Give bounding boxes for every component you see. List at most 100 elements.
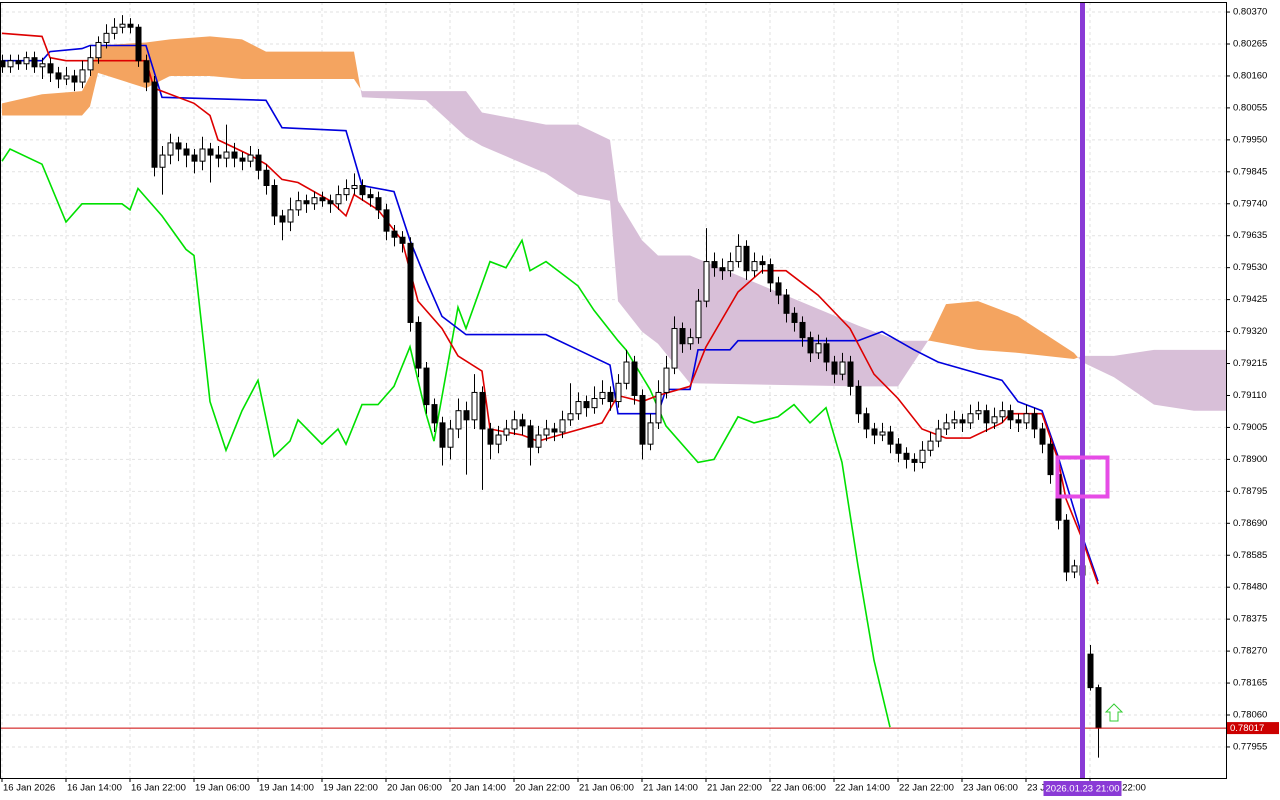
y-tick-label: 0.78165: [1233, 678, 1267, 689]
candle-body: [847, 361, 854, 387]
cloud: [2, 36, 1226, 411]
candle-body: [367, 194, 374, 199]
candle-body: [487, 428, 494, 445]
candle-body: [183, 148, 190, 156]
candle-body: [983, 410, 990, 424]
candle-body: [239, 157, 246, 162]
candle-body: [423, 367, 430, 406]
y-tick-label: 0.78375: [1233, 614, 1267, 625]
candle-body: [567, 413, 574, 421]
candle-body: [87, 57, 94, 71]
cloud-segment: [360, 88, 362, 98]
candle-body: [615, 382, 622, 403]
candle-body: [327, 200, 334, 205]
candle-body: [527, 425, 534, 448]
candle-body: [111, 26, 118, 34]
candle-body: [679, 328, 686, 345]
candle-body: [1015, 419, 1022, 424]
candle-body: [79, 69, 86, 83]
cloud-segment: [928, 337, 930, 341]
candle-body: [311, 197, 318, 205]
x-tick-label: 16 Jan 2026: [3, 783, 55, 794]
candle-body: [1007, 410, 1014, 421]
candle-body: [175, 142, 182, 150]
y-tick-label: 0.79320: [1233, 326, 1267, 337]
candle-body: [47, 63, 54, 74]
candle-body: [191, 154, 198, 162]
candle-body: [359, 185, 366, 196]
candle-body: [303, 200, 310, 205]
candle-body: [1039, 428, 1046, 445]
x-tick-label: 20 Jan 22:00: [515, 783, 570, 794]
cloud-segment: [426, 91, 466, 137]
cloud-segment: [242, 39, 266, 79]
x-tick-label: 22 Jan 06:00: [771, 783, 826, 794]
candle-body: [271, 185, 278, 217]
y-tick-label: 0.78060: [1233, 710, 1267, 721]
candle-body: [23, 57, 30, 65]
candle-body: [639, 394, 646, 445]
candle-body: [1047, 443, 1054, 476]
candle-body: [407, 242, 414, 323]
candle-body: [135, 26, 142, 62]
candle-body: [831, 361, 838, 375]
candle-body: [103, 32, 110, 43]
candle-body: [855, 385, 862, 415]
cloud-segment: [858, 325, 898, 387]
cloud-segment: [1082, 355, 1114, 378]
candle-body: [495, 434, 502, 445]
highlight-box: [1055, 455, 1110, 499]
candle-body: [439, 422, 446, 448]
candle-body: [871, 428, 878, 436]
candle-body: [455, 410, 462, 430]
y-tick-label: 0.78690: [1233, 518, 1267, 529]
candle-body: [623, 361, 630, 384]
candle-body: [991, 416, 998, 424]
candle-body: [943, 422, 950, 430]
y-tick-label: 0.79215: [1233, 358, 1267, 369]
cloud-segment: [362, 91, 426, 101]
x-tick-label: 21 Jan 06:00: [579, 783, 634, 794]
candle-body: [319, 197, 326, 202]
x-tick-label: 23 Jan 06:00: [963, 783, 1018, 794]
cloud-segment: [170, 36, 210, 76]
candle-body: [591, 398, 598, 409]
candle-body: [839, 361, 846, 375]
candle-body: [143, 60, 150, 83]
cloud-segment: [618, 200, 642, 332]
candle-body: [951, 419, 958, 424]
candle-body: [775, 282, 782, 296]
cloud-segment: [642, 240, 658, 344]
cloud-segment: [42, 91, 82, 116]
cloud-segment: [210, 36, 242, 79]
candle-body: [15, 60, 22, 65]
crosshair-label-box: [1043, 781, 1122, 796]
candle-body: [975, 410, 982, 415]
candle-body: [719, 267, 726, 272]
candle-body: [743, 245, 750, 272]
candle-body: [263, 169, 270, 187]
candle-body: [911, 458, 918, 463]
candle-body: [295, 200, 302, 211]
candle-body: [655, 391, 662, 424]
candle-body: [279, 215, 286, 223]
candle-body: [919, 449, 926, 463]
candle-body: [815, 343, 822, 354]
candle-body: [511, 419, 518, 430]
candle-body: [39, 63, 46, 68]
candle-body: [223, 151, 230, 159]
plot-frame: [0, 2, 1227, 779]
y-tick-label: 0.79005: [1233, 422, 1267, 433]
cloud-segment: [1074, 352, 1078, 359]
candle-body: [751, 261, 758, 272]
candle-body: [711, 261, 718, 269]
candle-body: [0, 60, 6, 68]
candle-body: [863, 413, 870, 430]
candle-body: [543, 428, 550, 436]
candle-body: [391, 230, 398, 238]
candle-body: [879, 431, 886, 436]
candle-body: [799, 321, 806, 339]
cloud-segment: [946, 301, 978, 350]
cloud-segment: [482, 112, 546, 174]
